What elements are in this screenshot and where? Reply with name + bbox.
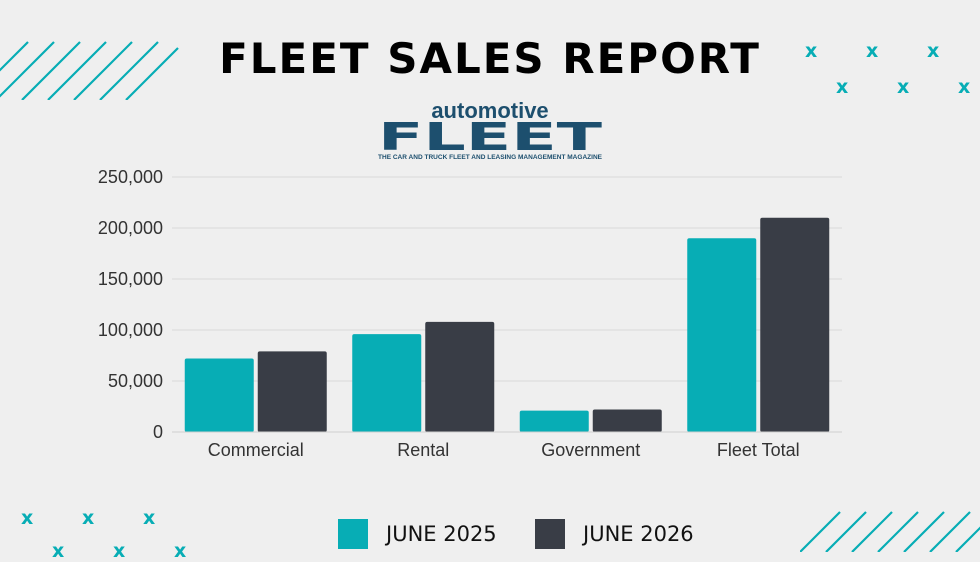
x-mark: x: [866, 40, 879, 62]
legend-swatch-june-2026: [535, 519, 565, 549]
bar-rental-series-2: [425, 321, 495, 432]
diagonal-stripes-top-left: [0, 41, 179, 100]
y-tick-label: 200,000: [98, 218, 163, 238]
x-mark: x: [805, 40, 818, 62]
x-tick-label: Rental: [397, 440, 449, 460]
x-mark: x: [836, 76, 849, 98]
x-tick-label: Commercial: [208, 440, 304, 460]
x-mark: x: [143, 507, 156, 529]
y-tick-label: 250,000: [98, 167, 163, 187]
logo-top-word: automotive: [431, 100, 548, 123]
bar-commercial-series-1: [184, 358, 254, 432]
x-mark: x: [21, 507, 34, 529]
legend-label-june-2025: JUNE 2025: [386, 522, 497, 546]
y-tick-label: 0: [153, 422, 163, 442]
automotive-fleet-logo: automotive FLEET THE CAR AND TRUCK FLEET…: [378, 100, 602, 161]
legend-swatch-june-2025: [338, 519, 368, 549]
bar-rental-series-1: [352, 334, 422, 432]
logo-tagline: THE CAR AND TRUCK FLEET AND LEASING MANA…: [378, 155, 602, 161]
bar-government-series-1: [519, 410, 589, 432]
legend-item-june-2026: JUNE 2026: [535, 518, 694, 550]
x-mark: x: [927, 40, 940, 62]
diagonal-stripes-bottom-right: [800, 511, 980, 552]
bar-fleet-total-series-1: [687, 238, 757, 432]
x-mark: x: [897, 76, 910, 98]
legend-label-june-2026: JUNE 2026: [583, 522, 694, 546]
bar-fleet-total-series-2: [760, 217, 830, 432]
legend-item-june-2025: JUNE 2025: [338, 518, 497, 550]
y-tick-label: 150,000: [98, 269, 163, 289]
y-tick-label: 100,000: [98, 320, 163, 340]
x-mark: x: [82, 507, 95, 529]
x-tick-label: Government: [541, 440, 640, 460]
x-tick-label: Fleet Total: [717, 440, 800, 460]
x-mark: x: [958, 76, 971, 98]
page-title: FLEET SALES REPORT: [219, 34, 761, 83]
bar-commercial-series-2: [257, 351, 327, 432]
bar-government-series-2: [592, 409, 662, 432]
y-tick-label: 50,000: [108, 371, 163, 391]
logo-main-word: FLEET: [378, 115, 602, 159]
